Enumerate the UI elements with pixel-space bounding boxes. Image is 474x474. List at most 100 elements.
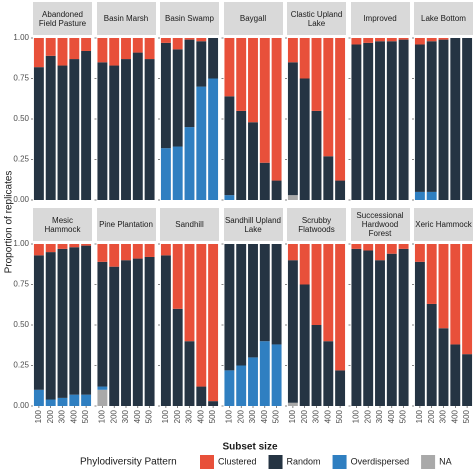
bar-segment [160, 255, 171, 406]
bar-segment [184, 38, 195, 40]
bar-segment [81, 394, 92, 406]
bar-segment [375, 244, 385, 261]
bar-segment [45, 38, 56, 56]
legend-title: Phylodiversity Pattern [80, 457, 177, 468]
y-tick-label: 0.25 [13, 361, 29, 370]
bar-segment [248, 244, 258, 358]
bar-segment [351, 44, 362, 201]
facet-title: Abandoned Field Pasture [33, 2, 92, 35]
facet-title: Scrubby Flatwoods [287, 208, 346, 241]
bar-segment [33, 67, 44, 200]
facet-title: Clastic Upland Lake [287, 2, 346, 35]
bar-segment [132, 258, 143, 406]
facet-title: Basin Marsh [96, 2, 156, 35]
bar-segment [224, 370, 235, 406]
bar-segment [97, 38, 108, 63]
x-tick-label: 300 [439, 409, 448, 423]
bar-segment [57, 248, 68, 398]
bar-segment [248, 122, 258, 200]
bar-segment [172, 244, 183, 309]
bar-segment [462, 244, 473, 355]
bar-segment [426, 303, 437, 406]
bar-segment [259, 162, 270, 200]
x-tick-label: 500 [399, 409, 408, 423]
bar-segment [462, 354, 473, 406]
bar-segment [224, 38, 235, 97]
bar-segment [323, 156, 334, 200]
x-tick-label: 300 [312, 409, 321, 423]
legend-swatch [332, 455, 347, 469]
bar-segment [172, 38, 183, 50]
bar-segment [97, 386, 108, 390]
bar-segment [414, 44, 425, 192]
bar-segment [398, 244, 409, 249]
bar-segment [363, 244, 374, 251]
x-tick-label: 100 [98, 409, 107, 423]
bar-segment [248, 38, 258, 123]
bar-segment [438, 38, 449, 40]
y-tick-label: 0.00 [13, 195, 29, 204]
bar-segment [69, 59, 80, 201]
bar-segment [160, 38, 171, 43]
legend-label: Overdispersed [351, 456, 410, 466]
facet-title: Sandhill [160, 208, 219, 241]
bar-segment [121, 244, 131, 261]
bar-segment [414, 261, 425, 406]
facet-title: Pine Plantation [96, 208, 156, 241]
y-tick-label: 0.50 [13, 320, 29, 329]
y-tick-label: 0.75 [13, 74, 29, 83]
bar-segment [426, 191, 437, 200]
facet-title: Xeric Hammock [414, 208, 473, 241]
bar-segment [208, 244, 219, 402]
y-axis-title: Proportion of replicates [4, 171, 15, 274]
bar-segment [224, 96, 235, 196]
x-tick-label: 100 [415, 409, 424, 423]
bar-segment [426, 244, 437, 304]
bar-segment [426, 38, 437, 42]
x-tick-label: 400 [196, 409, 205, 423]
x-tick-label: 100 [352, 409, 361, 423]
bar-segment [414, 244, 425, 262]
bar-segment [172, 49, 183, 147]
bar-segment [144, 38, 155, 60]
bar-segment [311, 244, 322, 325]
bar-segment [299, 38, 310, 79]
x-tick-label: 300 [248, 409, 257, 423]
x-axis-title: Subset size [222, 442, 277, 453]
x-tick-label: 500 [272, 409, 281, 423]
bar-segment [33, 389, 44, 406]
bar-segment [184, 341, 195, 406]
x-tick-label: 200 [109, 409, 118, 423]
bar-segment [109, 266, 120, 406]
bar-segment [363, 42, 374, 200]
bar-segment [351, 38, 362, 45]
bar-segment [450, 344, 461, 406]
bar-segment [109, 38, 120, 66]
legend-label: Random [287, 456, 321, 466]
legend-label: NA [439, 456, 452, 466]
bar-segment [363, 38, 374, 43]
bar-segment [271, 244, 282, 345]
bar-segment [196, 244, 207, 387]
legend-swatch [421, 455, 436, 469]
bar-segment [398, 38, 409, 40]
bar-segment [450, 244, 461, 345]
bar-segment [351, 248, 362, 406]
bar-segment [323, 244, 334, 342]
bar-segment [311, 325, 322, 406]
y-tick-label: 1.00 [13, 239, 29, 248]
bar-segment [121, 38, 131, 60]
bar-segment [335, 38, 346, 181]
x-tick-label: 400 [260, 409, 269, 423]
bar-segment [69, 247, 80, 395]
facet-title: Lake Bottom [414, 2, 473, 35]
bar-segment [33, 38, 44, 68]
bar-segment [160, 244, 171, 256]
bar-segment [335, 180, 346, 200]
x-tick-label: 300 [185, 409, 194, 423]
y-tick-label: 0.25 [13, 155, 29, 164]
bar-segment [69, 394, 80, 406]
x-tick-label: 500 [81, 409, 90, 423]
bar-segment [299, 78, 310, 200]
bar-segment [69, 38, 80, 60]
